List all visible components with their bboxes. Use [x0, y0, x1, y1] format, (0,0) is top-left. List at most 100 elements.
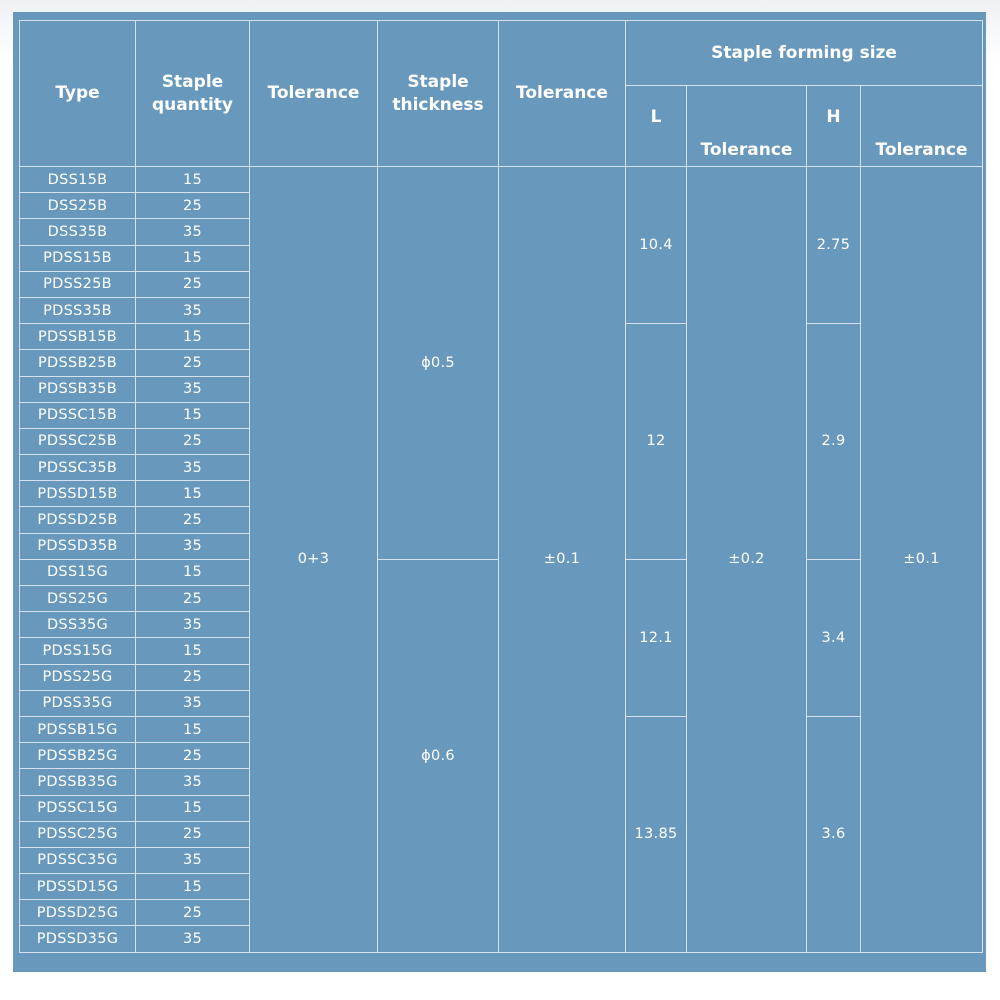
header-thickness: Staple thickness	[377, 20, 499, 167]
table-row: DSS35B 35	[19, 218, 983, 246]
quantity-cell: 35	[135, 218, 250, 246]
table-row: DSS15B 15 0+3 ϕ0.5 ±0.1 10.4 ±0.2 2.75 ±0.1	[19, 165, 984, 953]
table-row: PDSSB15B 15 12 2.9	[19, 323, 983, 560]
type-cell: PDSSC35G	[19, 846, 136, 875]
table-row: PDSSD35B 35	[19, 532, 983, 560]
table-row: PDSS25B 25	[19, 270, 983, 298]
type-cell: DSS15B	[19, 165, 136, 194]
H-cell: 2.75	[806, 165, 861, 325]
quantity-cell: 15	[135, 637, 250, 665]
type-cell: PDSSC15G	[19, 794, 136, 822]
header-tolerance-thickness: Tolerance	[498, 20, 626, 167]
H-tolerance-cell: ±0.1	[859, 166, 984, 953]
L-cell: 13.85	[625, 715, 687, 953]
type-cell: PDSSC35B	[19, 454, 136, 482]
type-cell: PDSSD35G	[19, 925, 136, 953]
quantity-cell: 35	[135, 454, 250, 482]
table-row: PDSSB35G 35	[19, 768, 983, 796]
table-row: PDSSB25G 25	[19, 742, 983, 770]
type-cell: DSS35B	[19, 218, 136, 246]
table-row: PDSSC35B 35	[19, 454, 983, 482]
type-cell: PDSS25G	[19, 663, 136, 691]
table-row: DSS15G 15 ϕ0.6 12.1 3.4	[19, 558, 983, 953]
table-row: PDSS35B 35	[19, 296, 983, 325]
quantity-cell: 35	[135, 768, 250, 796]
L-cell: 12.1	[625, 558, 687, 717]
type-cell: PDSSB25B	[19, 349, 136, 377]
quantity-cell: 25	[135, 742, 250, 770]
quantity-cell: 15	[135, 873, 250, 901]
type-cell: PDSSD15G	[19, 873, 136, 901]
quantity-cell: 15	[135, 480, 250, 508]
quantity-cell: 15	[135, 244, 250, 272]
quantity-cell: 15	[135, 401, 250, 429]
quantity-cell: 25	[135, 192, 250, 220]
type-cell: DSS35G	[19, 611, 136, 639]
type-cell: PDSSB15B	[19, 323, 136, 351]
quantity-cell: 15	[135, 165, 250, 194]
type-cell: PDSSC15B	[19, 401, 136, 429]
L-cell: 10.4	[625, 165, 687, 325]
quantity-cell: 35	[135, 925, 250, 953]
thickness-tolerance-cell: ±0.1	[498, 166, 626, 953]
table-row: PDSSD35G 35	[19, 925, 983, 953]
quantity-cell: 25	[135, 663, 250, 691]
table-row: PDSSB35B 35	[19, 375, 983, 403]
header-quantity: Staple quantity	[135, 20, 250, 167]
type-cell: PDSSD35B	[19, 532, 136, 560]
type-cell: PDSS15B	[19, 244, 136, 272]
quantity-cell: 35	[135, 611, 250, 639]
quantity-cell: 25	[135, 820, 250, 848]
header-tolerance-quantity: Tolerance	[249, 20, 378, 167]
quantity-cell: 35	[135, 296, 250, 325]
thickness-cell: ϕ0.5	[377, 166, 499, 560]
header-type: Type	[19, 20, 136, 167]
H-cell: 3.4	[806, 558, 861, 717]
quantity-cell: 15	[135, 558, 250, 587]
table-row: PDSS35G 35	[19, 689, 983, 717]
quantity-cell: 35	[135, 375, 250, 403]
type-cell: PDSSB15G	[19, 715, 136, 744]
header-tolerance-L: Tolerance	[686, 85, 807, 167]
table-panel: Type Staple quantity Tolerance Staple th…	[13, 12, 986, 972]
L-tolerance-cell: ±0.2	[686, 166, 807, 953]
type-cell: DSS25B	[19, 192, 136, 220]
table-row: PDSSC25B 25	[19, 427, 983, 456]
L-cell: 12	[625, 323, 687, 560]
type-cell: PDSS25B	[19, 270, 136, 298]
quantity-cell: 15	[135, 794, 250, 822]
quantity-cell: 25	[135, 427, 250, 456]
quantity-cell: 25	[135, 506, 250, 534]
table-row: PDSSC15B 15	[19, 401, 983, 429]
quantity-cell: 35	[135, 689, 250, 717]
type-cell: PDSSD25G	[19, 899, 136, 927]
table-row: PDSSC25G 25	[19, 820, 983, 848]
quantity-cell: 15	[135, 715, 250, 744]
type-cell: PDSSB35G	[19, 768, 136, 796]
type-cell: PDSSD15B	[19, 480, 136, 508]
header-forming-size: Staple forming size	[624, 20, 984, 86]
table-row: PDSSD15B 15	[19, 480, 983, 508]
table-row: DSS25B 25	[19, 192, 983, 220]
quantity-cell: 25	[135, 584, 250, 613]
type-cell: PDSSB35B	[19, 375, 136, 403]
table-row: PDSSB15G 15 13.85 3.6	[19, 715, 983, 953]
H-cell: 2.9	[806, 323, 861, 560]
type-cell: DSS25G	[19, 584, 136, 613]
type-cell: PDSSB25G	[19, 742, 136, 770]
type-cell: PDSS35B	[19, 296, 136, 325]
type-cell: PDSS35G	[19, 689, 136, 717]
quantity-cell: 25	[135, 270, 250, 298]
header-H: H	[806, 85, 861, 167]
thickness-cell: ϕ0.6	[377, 558, 499, 953]
header-tolerance-H: Tolerance	[859, 85, 984, 167]
quantity-tolerance-cell: 0+3	[249, 166, 378, 953]
staple-spec-table: Type Staple quantity Tolerance Staple th…	[19, 20, 984, 953]
table-row: DSS35G 35	[19, 611, 983, 639]
table-row: PDSSB25B 25	[19, 349, 983, 377]
type-cell: PDSSC25B	[19, 427, 136, 456]
type-cell: DSS15G	[19, 558, 136, 587]
quantity-cell: 25	[135, 349, 250, 377]
header-L: L	[625, 85, 687, 167]
quantity-cell: 35	[135, 846, 250, 875]
